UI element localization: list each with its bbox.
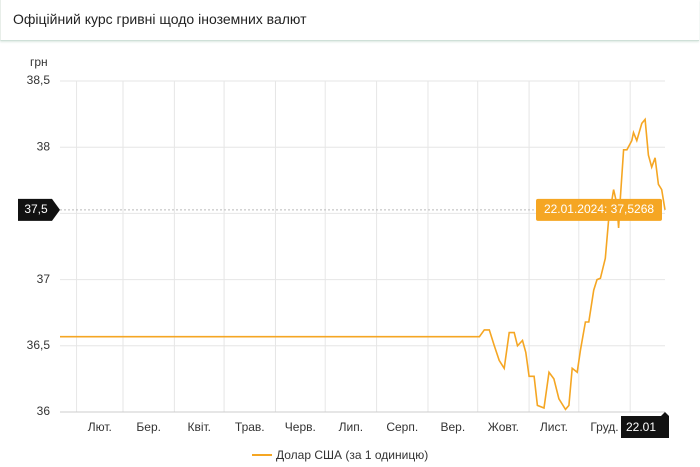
x-tick-label: Жовт. — [488, 420, 519, 434]
legend-label: Долар США (за 1 одиницю) — [276, 448, 428, 462]
tag-box — [621, 412, 669, 438]
tooltip: 22.01.2024: 37,5268 — [536, 198, 662, 221]
line-series — [60, 117, 666, 411]
y-axis-label: грн — [30, 55, 48, 69]
legend: Долар США (за 1 одиницю) — [252, 448, 428, 462]
x-tick-label: Лип. — [339, 420, 363, 434]
y-tick-label: 38 — [37, 139, 51, 153]
tooltip-label: 22.01.2024: 37,5268 — [544, 202, 654, 216]
y-tick-label: 36,5 — [27, 338, 51, 352]
x-tick-label: Груд. — [590, 420, 618, 434]
x-crosshair-tag: 22.01 — [621, 412, 669, 438]
x-tick-label: Лист. — [540, 420, 568, 434]
y-crosshair-tag: 37,5 — [18, 198, 60, 221]
tag-box — [18, 198, 60, 221]
x-tick-label: Бер. — [136, 420, 161, 434]
header: Офіційний курс гривні щодо іноземних вал… — [0, 0, 699, 41]
tag-label: 37,5 — [24, 202, 48, 216]
x-tick-label: Трав. — [235, 420, 265, 434]
y-tick-label: 37 — [37, 272, 51, 286]
y-tick-label: 38,5 — [27, 73, 51, 87]
header-title: Офіційний курс гривні щодо іноземних вал… — [13, 11, 307, 27]
tooltip-box — [536, 198, 662, 221]
x-tick-label: Квіт. — [187, 420, 211, 434]
tag-label: 22.01 — [626, 420, 656, 434]
x-tick-label: Серп. — [386, 420, 418, 434]
y-tick-label: 36 — [37, 404, 51, 418]
x-tick-label: Черв. — [285, 420, 316, 434]
x-tick-label: Вер. — [440, 420, 465, 434]
x-tick-label: Лют. — [88, 420, 112, 434]
